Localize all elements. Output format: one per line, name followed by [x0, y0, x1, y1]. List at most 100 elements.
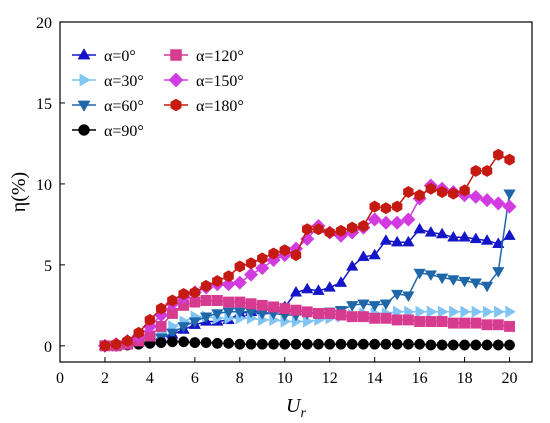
- y-tick-label: 20: [36, 15, 52, 32]
- x-tick-label: 6: [191, 370, 199, 387]
- data-point: [504, 153, 515, 166]
- series-layer: [97, 148, 517, 353]
- data-point: [312, 284, 325, 295]
- data-point: [245, 257, 257, 270]
- data-point: [177, 322, 190, 333]
- data-point: [436, 339, 448, 351]
- data-point: [413, 222, 426, 234]
- data-point: [122, 334, 133, 347]
- data-point: [368, 301, 381, 312]
- data-point: [189, 286, 201, 299]
- data-point: [245, 298, 257, 310]
- x-axis-label-sub: r: [301, 406, 307, 421]
- data-point: [334, 276, 348, 287]
- data-point: [243, 267, 259, 282]
- legend-label: α=120°: [196, 48, 244, 65]
- data-point: [335, 338, 347, 350]
- data-point: [256, 338, 268, 350]
- data-point: [492, 267, 505, 278]
- legend-label: α=60°: [104, 98, 144, 115]
- data-point: [449, 305, 460, 318]
- x-tick-label: 16: [412, 370, 428, 387]
- data-point: [368, 248, 381, 260]
- data-point: [502, 199, 517, 214]
- data-point: [391, 338, 403, 350]
- data-point: [390, 289, 404, 301]
- axis-ticks: 0 2 4 6 8 10 12 14 16 18 20 0 5 10 15 20: [36, 15, 518, 387]
- x-axis-label-main: U: [286, 395, 302, 417]
- data-point: [200, 295, 212, 306]
- data-point: [503, 189, 516, 201]
- data-point: [447, 275, 460, 286]
- data-point: [448, 187, 459, 200]
- data-point: [504, 339, 515, 351]
- legend-label: α=90°: [104, 123, 144, 140]
- legend-item: α=120°: [164, 48, 244, 65]
- data-point: [357, 250, 370, 261]
- data-point: [503, 229, 516, 240]
- data-point: [99, 339, 111, 352]
- data-point: [257, 252, 268, 265]
- data-point: [188, 317, 202, 329]
- data-point: [357, 299, 370, 311]
- y-tick-label: 5: [44, 258, 52, 275]
- x-tick-label: 18: [457, 370, 473, 387]
- legend-item: α=60°: [72, 98, 144, 115]
- data-point: [335, 309, 347, 321]
- data-point: [458, 230, 471, 242]
- legend-label: α=150°: [196, 73, 244, 90]
- x-tick-label: 10: [277, 370, 293, 387]
- data-point: [167, 294, 178, 307]
- data-point: [301, 282, 314, 294]
- data-point: [211, 309, 224, 320]
- data-point: [255, 260, 270, 276]
- data-point: [458, 276, 471, 288]
- data-point: [481, 164, 493, 177]
- data-point: [402, 291, 415, 303]
- data-point: [504, 320, 515, 332]
- data-point: [369, 312, 381, 324]
- data-point: [335, 224, 347, 237]
- plot-frame: [59, 21, 533, 363]
- data-point: [390, 235, 404, 247]
- data-point: [233, 307, 246, 319]
- data-point: [324, 307, 336, 319]
- x-tick-label: 14: [367, 370, 383, 387]
- series-4: [99, 336, 515, 352]
- legend-item: α=90°: [72, 123, 144, 140]
- data-point: [469, 232, 482, 244]
- data-point: [279, 303, 291, 315]
- data-point: [481, 319, 493, 331]
- legend: α=0° α=30° α=60° α=90° α=120° α=150° α=180°: [72, 48, 244, 140]
- data-point: [494, 305, 505, 318]
- data-point: [378, 215, 394, 230]
- y-tick-label: 10: [36, 177, 52, 194]
- data-point: [290, 249, 302, 262]
- data-point: [402, 338, 414, 350]
- data-point: [435, 273, 449, 285]
- data-point: [414, 338, 426, 350]
- data-point: [436, 185, 448, 199]
- x-tick-label: 12: [322, 370, 338, 387]
- data-point: [155, 337, 167, 349]
- data-point: [367, 212, 382, 227]
- data-point: [402, 314, 414, 326]
- data-point: [301, 338, 313, 350]
- data-point: [346, 259, 359, 271]
- data-point: [391, 200, 403, 213]
- data-point: [402, 235, 415, 247]
- data-point: [469, 278, 482, 290]
- data-point: [234, 296, 246, 308]
- legend-marker: [78, 124, 90, 136]
- data-point: [222, 307, 235, 319]
- data-point: [447, 317, 459, 329]
- series-5: [99, 295, 515, 352]
- data-point: [346, 301, 359, 312]
- data-point: [346, 221, 358, 234]
- legend-label: α=0°: [104, 48, 136, 65]
- data-point: [133, 326, 144, 339]
- data-point: [279, 338, 291, 350]
- data-point: [380, 312, 392, 324]
- data-point: [492, 319, 504, 331]
